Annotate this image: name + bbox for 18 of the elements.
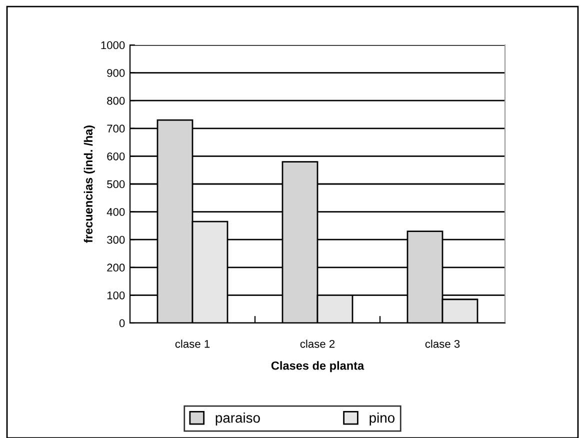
y-tick-label: 400 [106, 208, 125, 216]
x-tick-label: clase 3 [425, 340, 460, 348]
x-axis-title: Clases de planta [271, 361, 364, 372]
y-tick-label: 900 [107, 69, 125, 77]
y-tick-label: 800 [107, 96, 125, 105]
legend-label: pino [370, 412, 394, 426]
y-tick-label: 600 [107, 152, 125, 160]
x-tick-label: clase 1 [175, 340, 210, 348]
x-tick-label: clase 2 [300, 340, 335, 348]
y-tick-label: 700 [107, 124, 125, 133]
y-tick-label: 300 [107, 236, 125, 244]
y-tick-label: 0 [119, 319, 125, 328]
legend-label: paraiso [216, 412, 260, 426]
y-axis-title: frecuencias (ind. /ha) [84, 126, 95, 243]
y-tick-label: 1000 [101, 41, 125, 50]
y-tick-label: 100 [107, 291, 125, 300]
y-tick-label: 200 [107, 264, 125, 272]
y-tick-label: 500 [107, 180, 125, 188]
